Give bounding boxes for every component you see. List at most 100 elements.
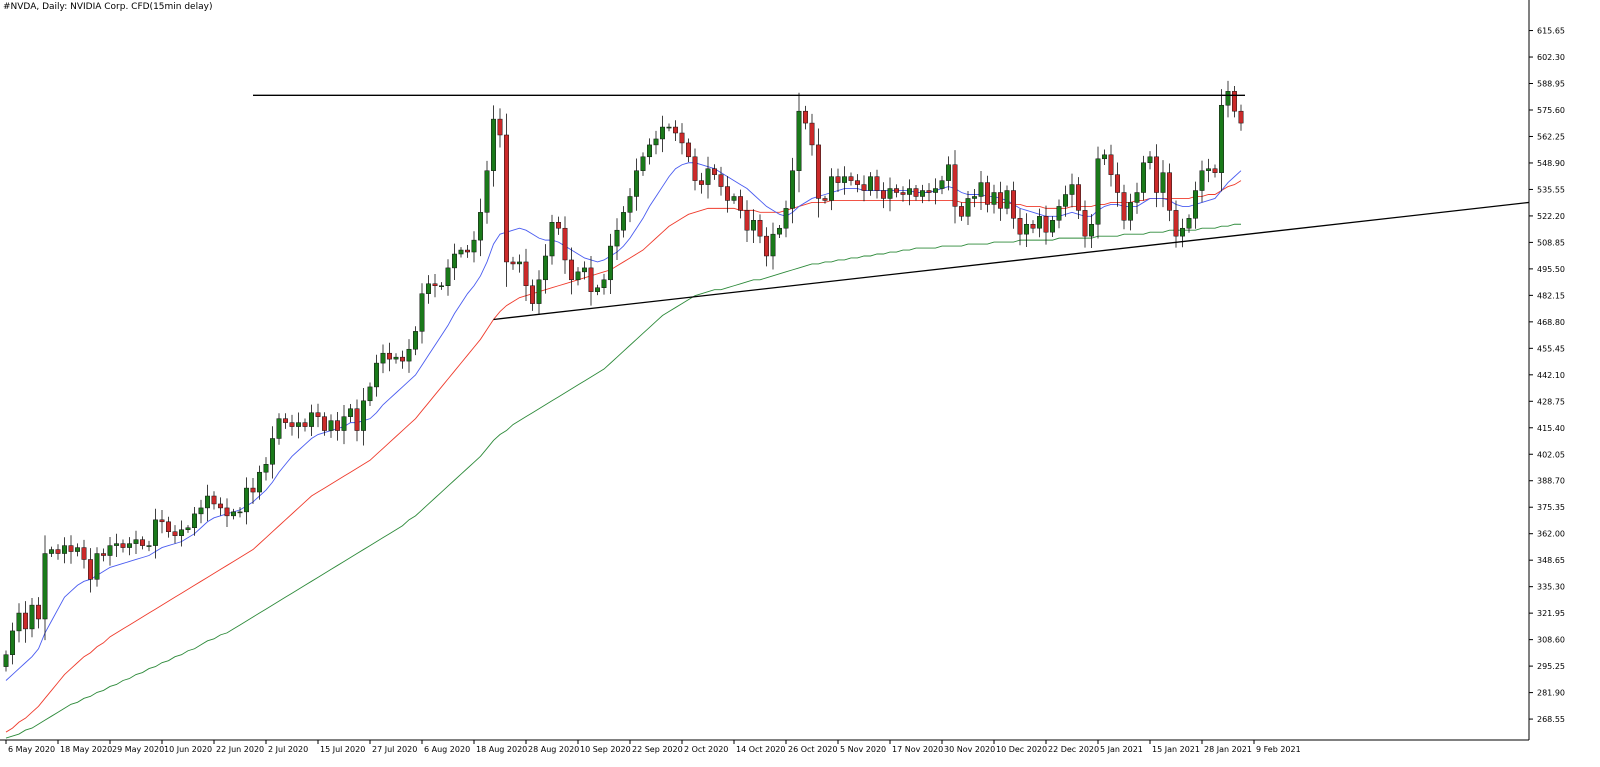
candle-bull [536, 279, 542, 304]
y-tick-label: 602.30 [1537, 53, 1565, 62]
x-tick-label: 5 Nov 2020 [840, 745, 886, 754]
y-tick-label: 375.35 [1537, 503, 1565, 512]
candle-bear [218, 503, 223, 509]
candle-bull [406, 348, 412, 362]
candle-bear [211, 495, 217, 505]
x-tick-label: 14 Oct 2020 [736, 745, 785, 754]
candle-bull [484, 170, 490, 213]
candle-bull [107, 545, 113, 556]
candle-bull [231, 511, 236, 517]
x-tick-label: 10 Jun 2020 [164, 745, 212, 754]
candle-bear [400, 356, 405, 362]
candle-bear [523, 261, 529, 286]
x-tick-label: 30 Nov 2020 [944, 745, 995, 754]
candle-bull [1102, 154, 1107, 160]
y-tick-label: 415.40 [1537, 424, 1565, 433]
candle-bull [640, 156, 646, 171]
y-tick-label: 588.95 [1537, 80, 1565, 89]
x-tick-label: 10 Dec 2020 [996, 745, 1047, 754]
x-tick-label: 22 Dec 2020 [1048, 745, 1099, 754]
candle-bull [491, 118, 496, 171]
candle-bull [978, 182, 984, 197]
y-tick-label: 362.00 [1537, 530, 1565, 539]
y-tick-label: 495.50 [1537, 265, 1565, 274]
candle-bear [250, 487, 256, 493]
x-tick-label: 15 Jan 2021 [1152, 745, 1200, 754]
candle-bull [1219, 104, 1224, 173]
y-tick-label: 482.15 [1537, 291, 1565, 300]
candle-bear [88, 559, 93, 580]
candle-bull [413, 331, 418, 350]
candle-bear [1121, 192, 1127, 221]
candle-bull [842, 176, 847, 183]
candle-bull [452, 253, 457, 269]
candle-bull [237, 511, 243, 514]
candle-bull [1160, 172, 1166, 193]
candle-bear [725, 186, 730, 201]
ma-mid-line [5, 180, 1242, 733]
candle-bull [1004, 190, 1010, 209]
candle-bull [419, 293, 425, 332]
candle-bear [120, 543, 126, 548]
candle-bull [185, 527, 191, 530]
candle-bull [49, 549, 54, 554]
candle-bear [1108, 154, 1114, 175]
candle-bear [686, 142, 691, 158]
candle-bull [1037, 216, 1042, 229]
candle-bull [1095, 158, 1101, 225]
candle-bear [36, 604, 41, 620]
candle-bear [861, 184, 867, 191]
candle-bull [933, 188, 938, 193]
y-tick-label: 268.55 [1537, 715, 1565, 724]
candle-bull [10, 630, 15, 655]
candle-bear [432, 283, 438, 286]
y-tick-label: 548.90 [1537, 159, 1565, 168]
candle-bear [465, 249, 470, 253]
candle-bull [458, 249, 464, 255]
candle-bull [328, 420, 334, 431]
candle-bull [1063, 194, 1068, 207]
candle-bull [621, 212, 626, 231]
candle-bear [1043, 216, 1049, 233]
candle-bull [374, 362, 379, 388]
candle-bull [1141, 162, 1146, 193]
candle-bull [1069, 184, 1075, 195]
candle-bear [718, 174, 724, 187]
candle-bull [361, 400, 366, 431]
candle-bear [894, 188, 899, 193]
candle-bull [94, 553, 100, 580]
candle-bear [809, 122, 815, 146]
candle-bull [1206, 168, 1211, 171]
x-tick-label: 9 Feb 2021 [1256, 745, 1301, 754]
candle-bull [543, 255, 548, 281]
candle-bull [920, 190, 925, 197]
candle-bull [939, 180, 945, 189]
candle-bull [3, 654, 9, 667]
candle-bull [205, 495, 210, 509]
candle-bear [1076, 184, 1081, 211]
candle-bull [907, 188, 912, 195]
candle-bull [653, 138, 659, 146]
x-tick-label: 18 Aug 2020 [476, 745, 527, 754]
candle-bull [1134, 192, 1140, 203]
candle-bear [1017, 218, 1023, 235]
candle-bull [517, 261, 522, 265]
candle-bull [972, 196, 977, 199]
candle-bear [562, 227, 568, 261]
candle-bull [946, 164, 951, 181]
candle-bear [1030, 224, 1036, 229]
candle-bear [140, 539, 145, 546]
y-tick-label: 615.65 [1537, 27, 1565, 36]
x-tick-label: 2 Oct 2020 [684, 745, 728, 754]
candle-bull [751, 220, 756, 231]
candle-bear [588, 267, 594, 292]
y-tick-label: 562.25 [1537, 132, 1565, 141]
candle-bear [497, 118, 503, 136]
candle-bull [29, 604, 35, 630]
candle-bull [1225, 91, 1231, 106]
candle-bull [549, 222, 555, 257]
candle-bear [322, 416, 327, 431]
x-tick-label: 28 Aug 2020 [528, 745, 579, 754]
